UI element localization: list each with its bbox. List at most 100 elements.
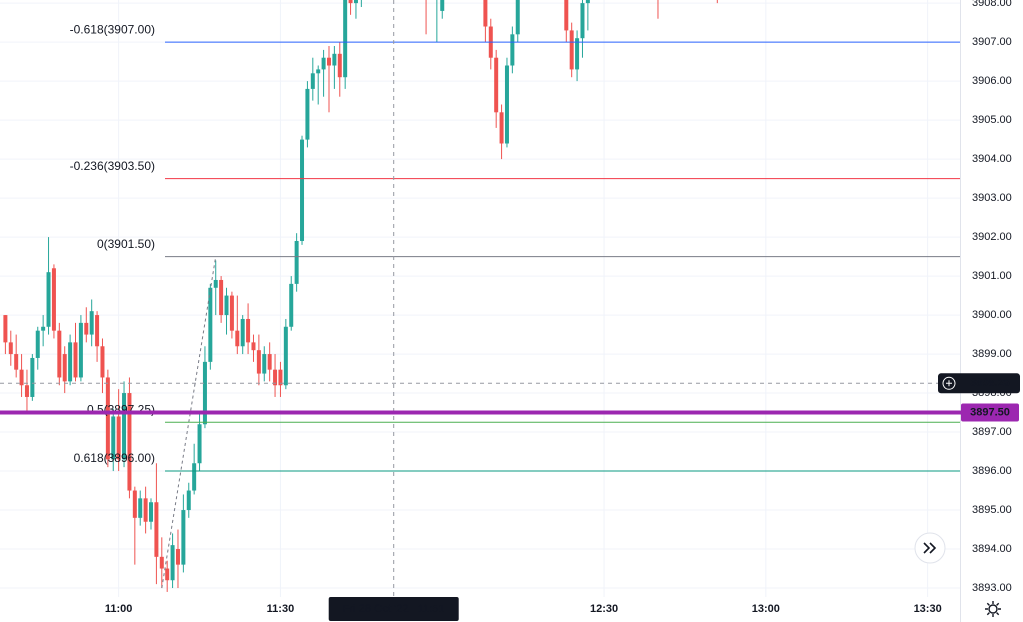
- candle-body: [197, 424, 202, 464]
- candle-body: [181, 510, 186, 565]
- candle-body: [246, 318, 251, 343]
- x-tick-label: 13:30: [914, 603, 942, 615]
- candle-body: [68, 342, 73, 382]
- crosshair-time-label: Fri 28 Oct '22 11:51: [343, 603, 445, 615]
- candle-body: [95, 315, 100, 347]
- candle-body: [267, 354, 272, 370]
- candle-body: [504, 65, 509, 144]
- fib-label: 0.618(3896.00): [74, 451, 155, 465]
- settings-button[interactable]: [985, 601, 1001, 617]
- candle-body: [564, 0, 569, 31]
- y-tick-label: 3897.00: [972, 426, 1012, 438]
- candle-body: [84, 322, 89, 335]
- candle-body: [321, 57, 326, 70]
- candle-body: [316, 69, 321, 74]
- candle-body: [3, 315, 8, 343]
- candle-body: [483, 0, 488, 27]
- candle-body: [310, 73, 315, 89]
- candle-body: [348, 0, 353, 4]
- grid: [0, 0, 960, 597]
- y-tick-label: 3908.00: [972, 0, 1012, 9]
- fib-label: -0.618(3907.00): [70, 22, 155, 36]
- candle-body: [326, 57, 331, 66]
- candle-body: [116, 416, 121, 460]
- candle-body: [202, 361, 207, 425]
- candle-body: [515, 0, 520, 35]
- candle-body: [283, 326, 288, 386]
- candle-body: [143, 498, 148, 522]
- fib-label: -0.236(3903.50): [70, 159, 155, 173]
- y-tick-label: 3894.00: [972, 543, 1012, 555]
- candle-body: [353, 0, 358, 4]
- current-price-label: 3897.50: [970, 406, 1010, 418]
- y-tick-label: 3896.00: [972, 465, 1012, 477]
- x-tick-label: 11:00: [105, 603, 133, 615]
- candle-body: [100, 346, 105, 378]
- candle-body: [105, 377, 110, 460]
- candle-body: [24, 385, 29, 397]
- crosshair-time-box: [328, 597, 459, 621]
- y-tick-label: 3895.00: [972, 504, 1012, 516]
- candle-body: [122, 393, 127, 460]
- candle-body: [337, 53, 342, 78]
- scroll-icon[interactable]: [923, 542, 937, 554]
- candle-body: [165, 568, 170, 581]
- plot-area: -0.618(3907.00) -0.236(3903.50) 0(3901.50)…: [0, 0, 960, 597]
- y-tick-label: 3903.00: [972, 192, 1012, 204]
- gear-teeth[interactable]: [985, 601, 1001, 617]
- candle-body: [41, 326, 46, 331]
- candle-body: [332, 53, 337, 66]
- candle-body: [251, 342, 256, 351]
- scroll-button[interactable]: [914, 532, 946, 564]
- candle-body: [159, 556, 164, 569]
- crosshair-add-plus: [946, 380, 952, 387]
- candle-body: [8, 342, 13, 355]
- y-tick-label: 3904.00: [972, 153, 1012, 165]
- candle-body: [213, 279, 218, 288]
- candle-body: [46, 272, 51, 327]
- y-tick-label: 3900.00: [972, 309, 1012, 321]
- candle-body: [127, 393, 132, 491]
- x-tick-label: 13:00: [752, 603, 780, 615]
- gear-icon[interactable]: [988, 604, 998, 614]
- candle-body: [89, 311, 94, 335]
- candle-body: [73, 342, 78, 378]
- axes: 3893.00 3894.00 3895.00 3896.00 3897.00 3898.…: [105, 0, 1020, 621]
- candle-body: [154, 502, 159, 557]
- candle-body: [256, 350, 261, 374]
- candle-body: [111, 416, 116, 460]
- crosshair-price-label: 3898.25: [970, 377, 1010, 389]
- candle-body: [175, 549, 180, 565]
- candle-body: [294, 240, 299, 284]
- fib-label: 0(3901.50): [97, 237, 155, 251]
- candle-body: [580, 3, 585, 39]
- crosshair-price-box: [938, 373, 1020, 394]
- candle-body: [262, 354, 267, 374]
- candle-body: [499, 112, 504, 144]
- candle-body: [273, 369, 278, 386]
- candle-body: [575, 38, 580, 70]
- candle-body: [62, 354, 67, 382]
- candle-body: [569, 30, 574, 70]
- y-tick-label: 3901.00: [972, 270, 1012, 282]
- candle-body: [35, 330, 40, 358]
- candle-body: [440, 0, 445, 11]
- candle-body: [170, 545, 175, 581]
- candle-body: [278, 369, 283, 386]
- candle-body: [192, 463, 197, 491]
- candle-body: [132, 490, 137, 518]
- y-tick-label: 3906.00: [972, 75, 1012, 87]
- x-tick-label: 12:30: [590, 603, 618, 615]
- candle-body: [510, 34, 515, 66]
- candle-body: [186, 490, 191, 511]
- x-tick-label: 11:30: [267, 603, 295, 615]
- candle-body: [57, 330, 62, 378]
- candle-body: [78, 322, 83, 378]
- candle-body: [585, 0, 590, 4]
- candle-body: [51, 268, 56, 331]
- y-tick-label: 3899.00: [972, 348, 1012, 360]
- candle-body: [208, 287, 213, 362]
- candle-body: [305, 88, 310, 140]
